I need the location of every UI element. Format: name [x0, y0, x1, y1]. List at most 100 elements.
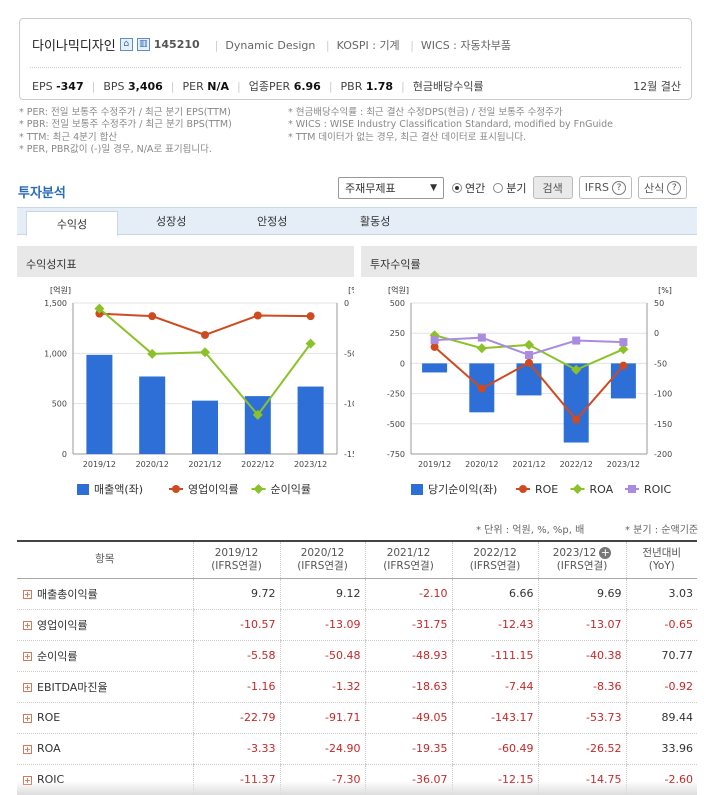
row-label: 매출총이익률 — [37, 587, 98, 601]
value-cell: -48.93 — [364, 640, 452, 672]
company-meta: | Dynamic Design | KOSPI : 기계 | WICS : 자동차부… — [214, 38, 511, 52]
point — [148, 312, 157, 321]
value-cell: -5.58 — [192, 640, 280, 672]
quarter-note: * 분기 : 순액기준 — [625, 525, 699, 536]
header-divider — [30, 67, 681, 68]
bar — [192, 400, 218, 454]
point — [147, 348, 158, 359]
expand-row-icon[interactable]: + — [23, 590, 32, 599]
expand-row-icon[interactable]: + — [23, 744, 32, 754]
value-cell: -0.65 — [625, 609, 697, 641]
analysis-controls: 주재무제표 ▼ 연간 분기 검색 IFRS? 산식? — [338, 176, 688, 199]
radio-quarter[interactable] — [493, 182, 504, 193]
settlement-month: 12월 결산 — [633, 80, 681, 93]
legend-label: 순이익률 — [271, 483, 311, 496]
expand-row-icon[interactable]: + — [23, 713, 32, 723]
building-icon[interactable]: ▥ — [136, 38, 150, 51]
unit-note: * 단위 : 억원, %, %p, 배 — [476, 525, 585, 536]
home-icon[interactable]: ⌂ — [119, 38, 133, 51]
x-tick-label: 2023/12 — [607, 460, 640, 469]
point — [94, 303, 105, 314]
tab-profitability[interactable]: 수익성 — [26, 211, 118, 236]
value-cell: -2.10 — [364, 578, 452, 610]
statement-select[interactable]: 주재무제표 ▼ — [338, 176, 444, 199]
footnotes-left: * PER: 전일 보통주 수정주가 / 최근 분기 EPS(TTM) * PB… — [19, 107, 232, 156]
point — [476, 343, 487, 354]
expand-columns-icon[interactable]: + — [599, 545, 612, 559]
table-row: + ROE -22.79 -91.71 -49.05 -143.17 -53.73 89.44 — [17, 702, 697, 734]
right-tick-label: -50 — [654, 359, 667, 368]
legend-marker — [172, 485, 180, 493]
value-cell: -3.33 — [192, 733, 280, 765]
right-axis-unit: [%] — [348, 286, 354, 295]
row-label-cell[interactable]: + 매출총이익률 — [17, 578, 193, 610]
left-tick-label: 0 — [400, 359, 405, 368]
row-label-cell[interactable]: + 영업이익률 — [17, 609, 193, 641]
section-title: 투자분석 — [18, 186, 66, 201]
value-cell: 33.96 — [625, 733, 697, 765]
point — [571, 364, 582, 375]
left-axis-unit: [억원] — [388, 285, 409, 295]
value-cell: -111.15 — [451, 640, 538, 672]
left-tick-label: 0 — [62, 450, 67, 459]
bar — [139, 376, 166, 454]
footnote: * PER, PBR값이 (-)일 경우, N/A로 표기됩니다. — [19, 143, 212, 155]
formula-button[interactable]: 산식? — [637, 176, 688, 199]
wics-sector: WICS : 자동차부품 — [420, 38, 511, 52]
legend-marker — [519, 485, 527, 493]
left-tick-label: -750 — [387, 450, 405, 459]
column-header: 2019/12 (IFRS연결) — [192, 540, 280, 579]
metric-per: PER N/A — [182, 79, 229, 93]
point — [305, 338, 316, 349]
value-cell: 70.77 — [625, 640, 697, 672]
footnote: * WICS : WISE Industry Classification St… — [288, 119, 614, 131]
x-tick-label: 2021/12 — [188, 460, 221, 469]
tab-stability[interactable]: 안정성 — [257, 215, 288, 228]
value-cell: 9.72 — [192, 578, 280, 610]
footnote: * TTM: 최근 4분기 합산 — [19, 131, 118, 143]
left-tick-label: -500 — [387, 420, 405, 429]
right-tick-label: -150 — [654, 420, 672, 429]
row-label-cell[interactable]: + ROE — [17, 702, 193, 734]
right-tick-label: -200 — [654, 450, 672, 459]
point — [477, 384, 486, 393]
x-tick-label: 2023/12 — [294, 460, 327, 469]
table-row: + 순이익률 -5.58 -50.48 -48.93 -111.15 -40.38 70.77 — [17, 640, 697, 672]
value-cell: -7.44 — [451, 671, 538, 703]
metric-sector-per: 업종PER 6.96 — [248, 80, 321, 93]
point — [524, 339, 534, 350]
row-label-cell[interactable]: + 순이익률 — [17, 640, 193, 672]
row-label-cell[interactable]: + EBITDA마진율 — [17, 671, 193, 703]
table-row: + 매출총이익률 9.72 9.12 -2.10 6.66 9.69 3.03 — [17, 578, 697, 610]
expand-row-icon[interactable]: + — [23, 652, 32, 661]
tab-growth[interactable]: 성장성 — [156, 215, 187, 228]
point — [200, 347, 210, 358]
value-cell: -19.35 — [364, 733, 452, 765]
metric-bps: BPS 3,406 — [103, 79, 163, 93]
legend-marker — [572, 484, 583, 494]
legend-swatch — [77, 484, 89, 495]
search-button[interactable]: 검색 — [532, 176, 573, 199]
english-name: Dynamic Design — [225, 38, 316, 52]
tab-activity[interactable]: 활동성 — [360, 215, 391, 228]
radio-annual[interactable] — [452, 182, 462, 193]
ifrs-button[interactable]: IFRS? — [578, 176, 632, 199]
table-row: + EBITDA마진율 -1.16 -1.32 -18.63 -7.44 -8.36 -0.9… — [17, 671, 697, 703]
legend-label: ROIC — [644, 483, 672, 496]
expand-row-icon[interactable]: + — [23, 621, 32, 630]
profitability-table: 항목 2019/12 (IFRS연결) 2020/12 (IFRS연결) 2021/… — [17, 540, 697, 795]
value-cell: -13.07 — [537, 609, 626, 641]
table-row: + 영업이익률 -10.57 -13.09 -31.75 -12.43 -13.07 -0.6… — [17, 609, 697, 641]
help-icon: ? — [667, 180, 682, 195]
row-label-cell[interactable]: + ROA — [17, 733, 193, 765]
company-header: 다이나믹디자인 ⌂ ▥ 145210 | Dynamic Design | KOSP… — [19, 18, 692, 100]
value-cell: -10.57 — [192, 609, 280, 641]
left-tick-label: 500 — [390, 299, 405, 308]
value-cell: 9.69 — [537, 578, 626, 610]
right-tick-label: 0 — [654, 329, 659, 338]
metric-pbr: PBR 1.78 — [340, 79, 394, 93]
bar — [422, 363, 448, 373]
footnote: * PER: 전일 보통주 수정주가 / 최근 분기 EPS(TTM) — [19, 107, 231, 118]
point — [572, 415, 581, 424]
expand-row-icon[interactable]: + — [23, 683, 32, 692]
